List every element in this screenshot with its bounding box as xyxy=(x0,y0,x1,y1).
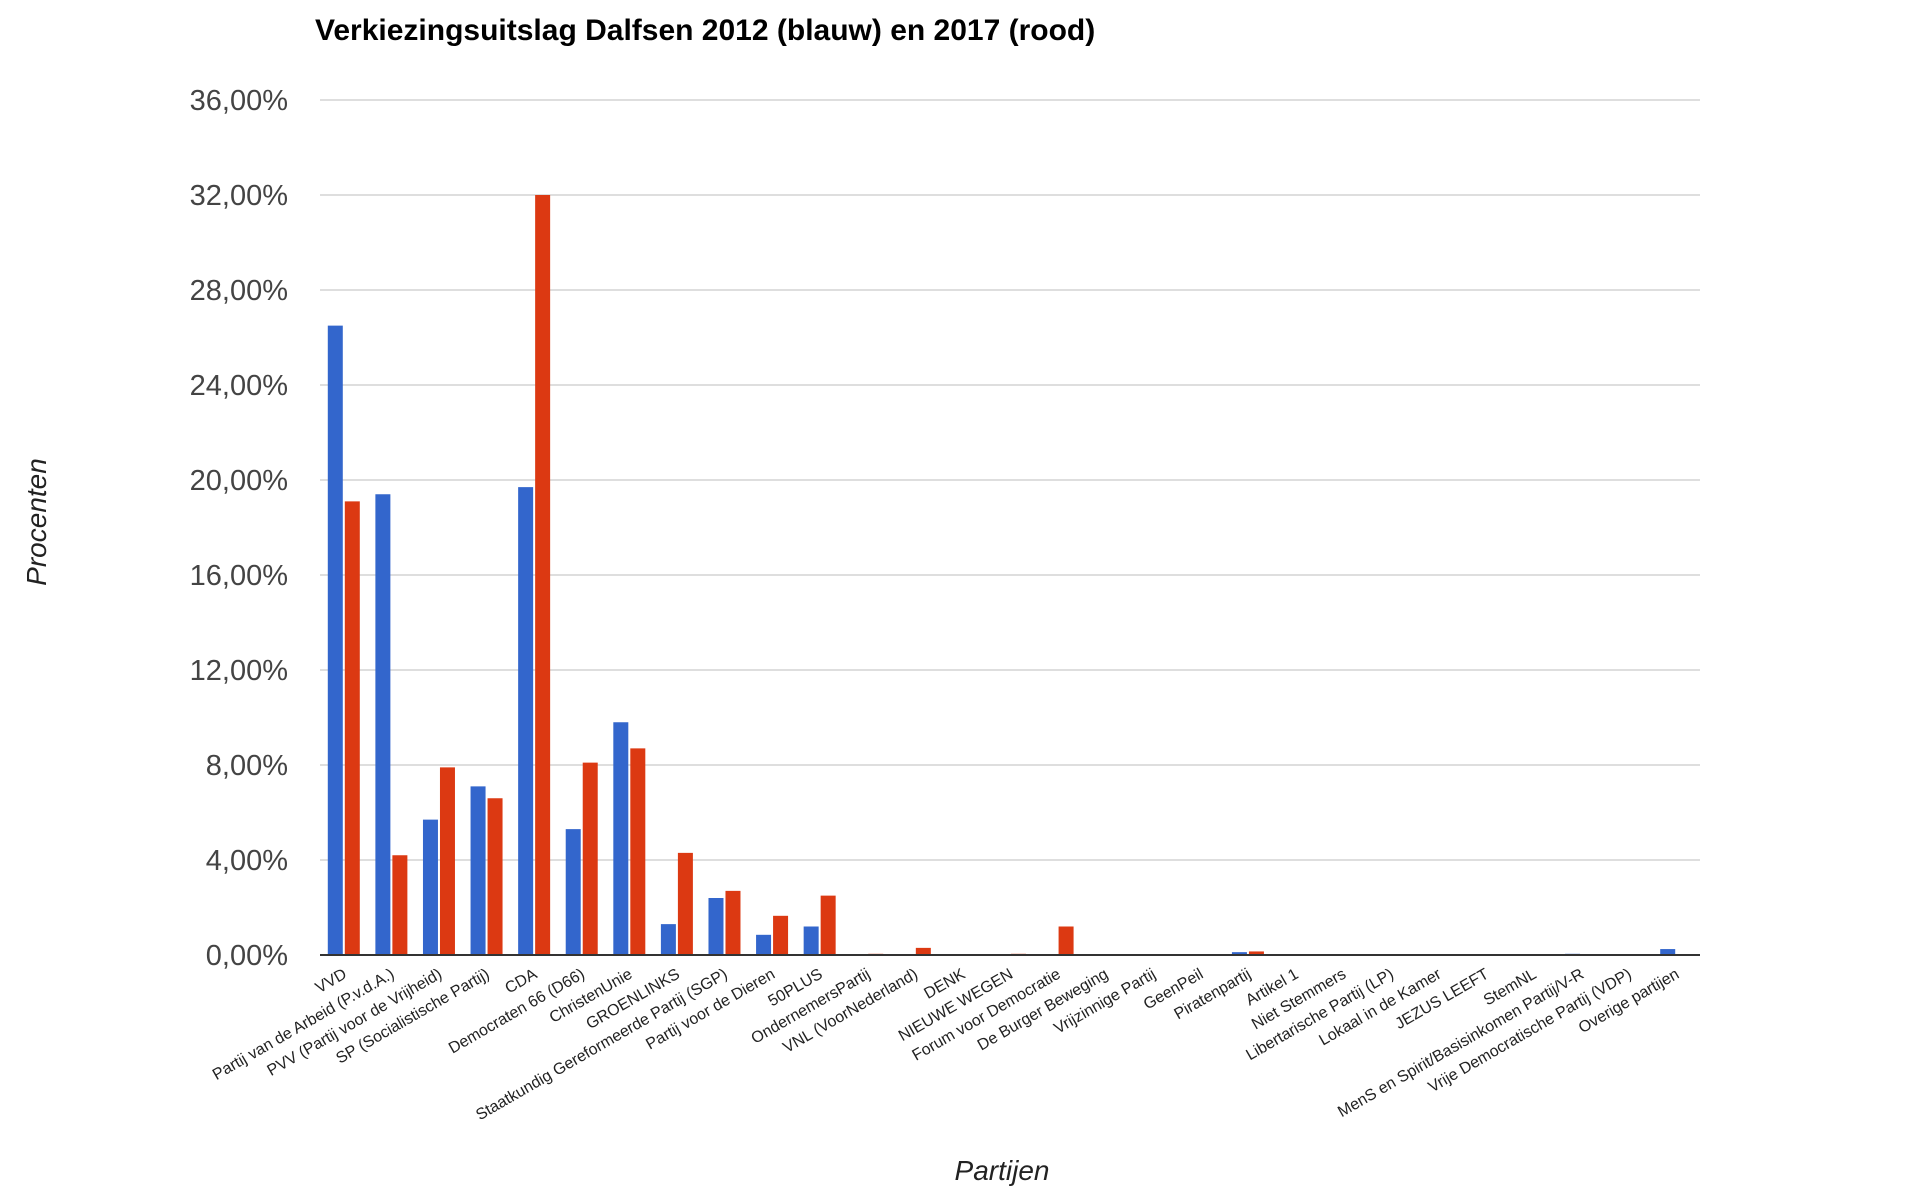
y-tick-label: 32,00% xyxy=(190,180,288,212)
bar xyxy=(565,829,581,955)
bar xyxy=(582,762,598,955)
y-tick-label: 24,00% xyxy=(190,370,288,402)
x-tick-label: Partij van de Arbeid (P.v.d.A.) xyxy=(210,966,397,1084)
x-axis-label: Partijen xyxy=(954,1155,1050,1186)
bar xyxy=(392,855,408,955)
bar xyxy=(677,852,693,955)
bar xyxy=(487,798,503,955)
bar xyxy=(375,494,391,955)
bar xyxy=(439,767,455,955)
bar xyxy=(518,487,534,955)
bar xyxy=(630,748,646,955)
bar xyxy=(708,898,724,955)
bar xyxy=(535,195,551,955)
bar xyxy=(1248,951,1264,955)
y-axis-ticks: 0,00% 4,00% 8,00% 12,00% 16,00% 20,00% 24,00% 2… xyxy=(190,85,288,972)
bar xyxy=(470,786,486,955)
bar xyxy=(327,325,343,955)
chart-title: Verkiezingsuitslag Dalfsen 2012 (blauw) … xyxy=(315,14,1096,47)
bar xyxy=(660,924,676,955)
bar xyxy=(1058,926,1074,955)
bar xyxy=(820,895,836,955)
bar xyxy=(803,926,819,955)
bar xyxy=(915,947,931,955)
bar xyxy=(725,890,741,955)
y-tick-label: 12,00% xyxy=(190,655,288,687)
bar xyxy=(773,915,789,955)
y-tick-label: 4,00% xyxy=(206,845,288,877)
y-tick-label: 8,00% xyxy=(206,750,288,782)
y-tick-label: 0,00% xyxy=(206,940,288,972)
bar xyxy=(1660,949,1676,955)
bar xyxy=(1231,952,1247,955)
bar xyxy=(422,819,438,955)
bar xyxy=(613,722,629,955)
bar xyxy=(756,934,772,955)
y-tick-label: 36,00% xyxy=(190,85,288,117)
y-tick-label: 16,00% xyxy=(190,560,288,592)
bar xyxy=(344,501,360,955)
y-tick-label: 20,00% xyxy=(190,465,288,497)
bars xyxy=(327,195,1676,955)
y-tick-label: 28,00% xyxy=(190,275,288,307)
